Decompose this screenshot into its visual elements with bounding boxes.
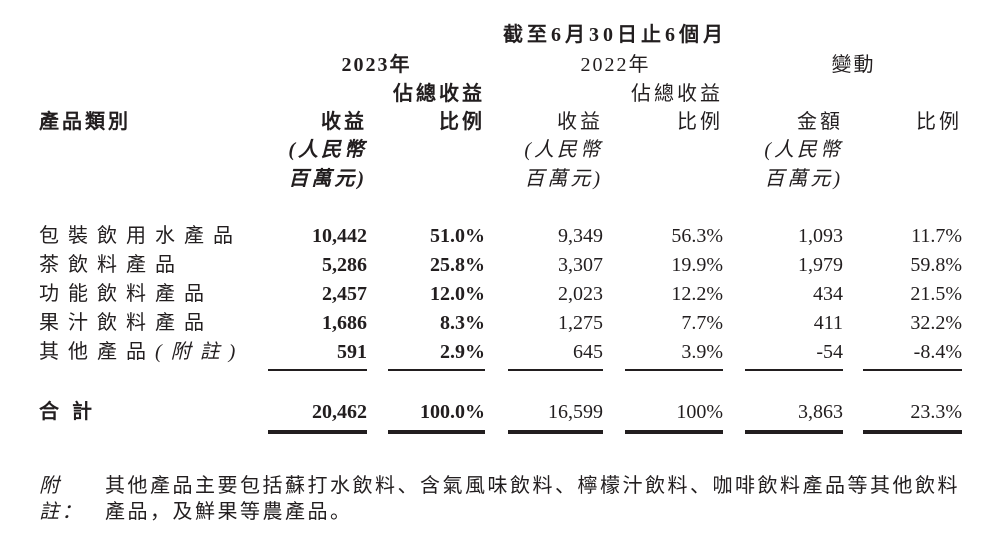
amount-header-change: 金額 bbox=[797, 111, 843, 133]
cell-share-2023: 25.8% bbox=[430, 254, 485, 276]
column-underline-thick bbox=[268, 430, 367, 434]
cell-change-amount: 411 bbox=[813, 312, 843, 334]
cell-change-amount: 1,979 bbox=[798, 254, 843, 276]
cell-share-2022: 12.2% bbox=[671, 283, 723, 305]
cell-change-pct: 59.8% bbox=[910, 254, 962, 276]
rmb-note-2022-line1: (人民幣 bbox=[524, 139, 603, 161]
cell-share-2023: 12.0% bbox=[430, 283, 485, 305]
period-header: 截至6月30日止6個月 bbox=[503, 24, 727, 46]
column-underline-thick bbox=[508, 430, 603, 434]
cell-revenue-2022: 9,349 bbox=[558, 225, 603, 247]
ratio-header-change: 比例 bbox=[916, 111, 962, 133]
cell-share-2022: 19.9% bbox=[671, 254, 723, 276]
cell-share-2022: 7.7% bbox=[681, 312, 723, 334]
product-label: 其他產品(附註) bbox=[39, 341, 245, 363]
share-header-2022: 佔總收益 bbox=[631, 83, 723, 105]
category-header: 產品類別 bbox=[39, 111, 131, 133]
cell-revenue-2022: 1,275 bbox=[558, 312, 603, 334]
column-underline-thin bbox=[388, 369, 485, 371]
rmb-note-change-line2: 百萬元) bbox=[764, 168, 843, 190]
rmb-note-2022-line2: 百萬元) bbox=[524, 168, 603, 190]
product-label: 果汁飲料產品 bbox=[39, 312, 213, 334]
cell-change-amount: 434 bbox=[813, 283, 843, 305]
cell-revenue-2023: 5,286 bbox=[322, 254, 367, 276]
footnote-text-line1: 其他產品主要包括蘇打水飲料、含氣風味飲料、檸檬汁飲料、咖啡飲料產品等其他飲料 bbox=[105, 475, 960, 497]
column-underline-thick bbox=[625, 430, 723, 434]
cell-revenue-2023: 10,442 bbox=[312, 225, 367, 247]
cell-change-amount: 1,093 bbox=[798, 225, 843, 247]
revenue-by-product-table: 截至6月30日止6個月 2023年 2022年 變動 佔總收益 佔總收益 產品類… bbox=[39, 20, 963, 434]
cell-revenue-2023: 1,686 bbox=[322, 312, 367, 334]
total-change-amount: 3,863 bbox=[798, 401, 843, 423]
cell-revenue-2023: 2,457 bbox=[322, 283, 367, 305]
cell-revenue-2023: 591 bbox=[337, 341, 367, 363]
cell-revenue-2022: 3,307 bbox=[558, 254, 603, 276]
column-underline-thick bbox=[863, 430, 962, 434]
col-group-change: 變動 bbox=[831, 54, 876, 76]
cell-share-2023: 8.3% bbox=[440, 312, 485, 334]
footnote-label: 附註： bbox=[39, 475, 84, 523]
rmb-note-2023-line1: (人民幣 bbox=[288, 139, 367, 161]
ratio-header-2023: 比例 bbox=[439, 111, 485, 133]
column-underline-thin bbox=[508, 369, 603, 371]
column-underline-thin bbox=[268, 369, 367, 371]
ratio-header-2022: 比例 bbox=[677, 111, 723, 133]
cell-share-2022: 3.9% bbox=[681, 341, 723, 363]
cell-share-2023: 51.0% bbox=[430, 225, 485, 247]
column-underline-thick bbox=[745, 430, 843, 434]
product-label: 功能飲料產品 bbox=[39, 283, 213, 305]
col-group-2022: 2022年 bbox=[580, 54, 651, 76]
footnote-text-line2: 產品，及鮮果等農產品。 bbox=[105, 501, 353, 523]
cell-change-amount: -54 bbox=[816, 341, 843, 363]
total-revenue-2023: 20,462 bbox=[312, 401, 367, 423]
footnote-text: 其他產品主要包括蘇打水飲料、含氣風味飲料、檸檬汁飲料、咖啡飲料產品等其他飲料 產… bbox=[105, 473, 960, 525]
column-underline-thin bbox=[863, 369, 962, 371]
revenue-header-2023: 收益 bbox=[321, 111, 367, 133]
col-group-2023: 2023年 bbox=[341, 54, 412, 76]
total-share-2022: 100% bbox=[676, 401, 723, 423]
column-underline-thin bbox=[625, 369, 723, 371]
cell-change-pct: -8.4% bbox=[913, 341, 962, 363]
total-share-2023: 100.0% bbox=[420, 401, 485, 423]
total-revenue-2022: 16,599 bbox=[548, 401, 603, 423]
share-header-2023: 佔總收益 bbox=[393, 83, 485, 105]
column-underline-thick bbox=[388, 430, 485, 434]
cell-change-pct: 21.5% bbox=[910, 283, 962, 305]
rmb-note-change-line1: (人民幣 bbox=[764, 139, 843, 161]
product-label-note: (附註) bbox=[155, 341, 245, 363]
column-underline-thin bbox=[745, 369, 843, 371]
product-label: 包裝飲用水產品 bbox=[39, 225, 242, 247]
rmb-note-2023-line2: 百萬元) bbox=[288, 168, 367, 190]
cell-share-2023: 2.9% bbox=[440, 341, 485, 363]
footnote: 附註： 其他產品主要包括蘇打水飲料、含氣風味飲料、檸檬汁飲料、咖啡飲料產品等其他… bbox=[39, 473, 1000, 525]
product-label: 茶飲料產品 bbox=[39, 254, 184, 276]
total-change-pct: 23.3% bbox=[910, 401, 962, 423]
cell-share-2022: 56.3% bbox=[671, 225, 723, 247]
cell-change-pct: 32.2% bbox=[910, 312, 962, 334]
total-label: 合計 bbox=[39, 401, 105, 423]
cell-revenue-2022: 645 bbox=[573, 341, 603, 363]
cell-change-pct: 11.7% bbox=[911, 225, 962, 247]
cell-revenue-2022: 2,023 bbox=[558, 283, 603, 305]
revenue-header-2022: 收益 bbox=[557, 111, 603, 133]
